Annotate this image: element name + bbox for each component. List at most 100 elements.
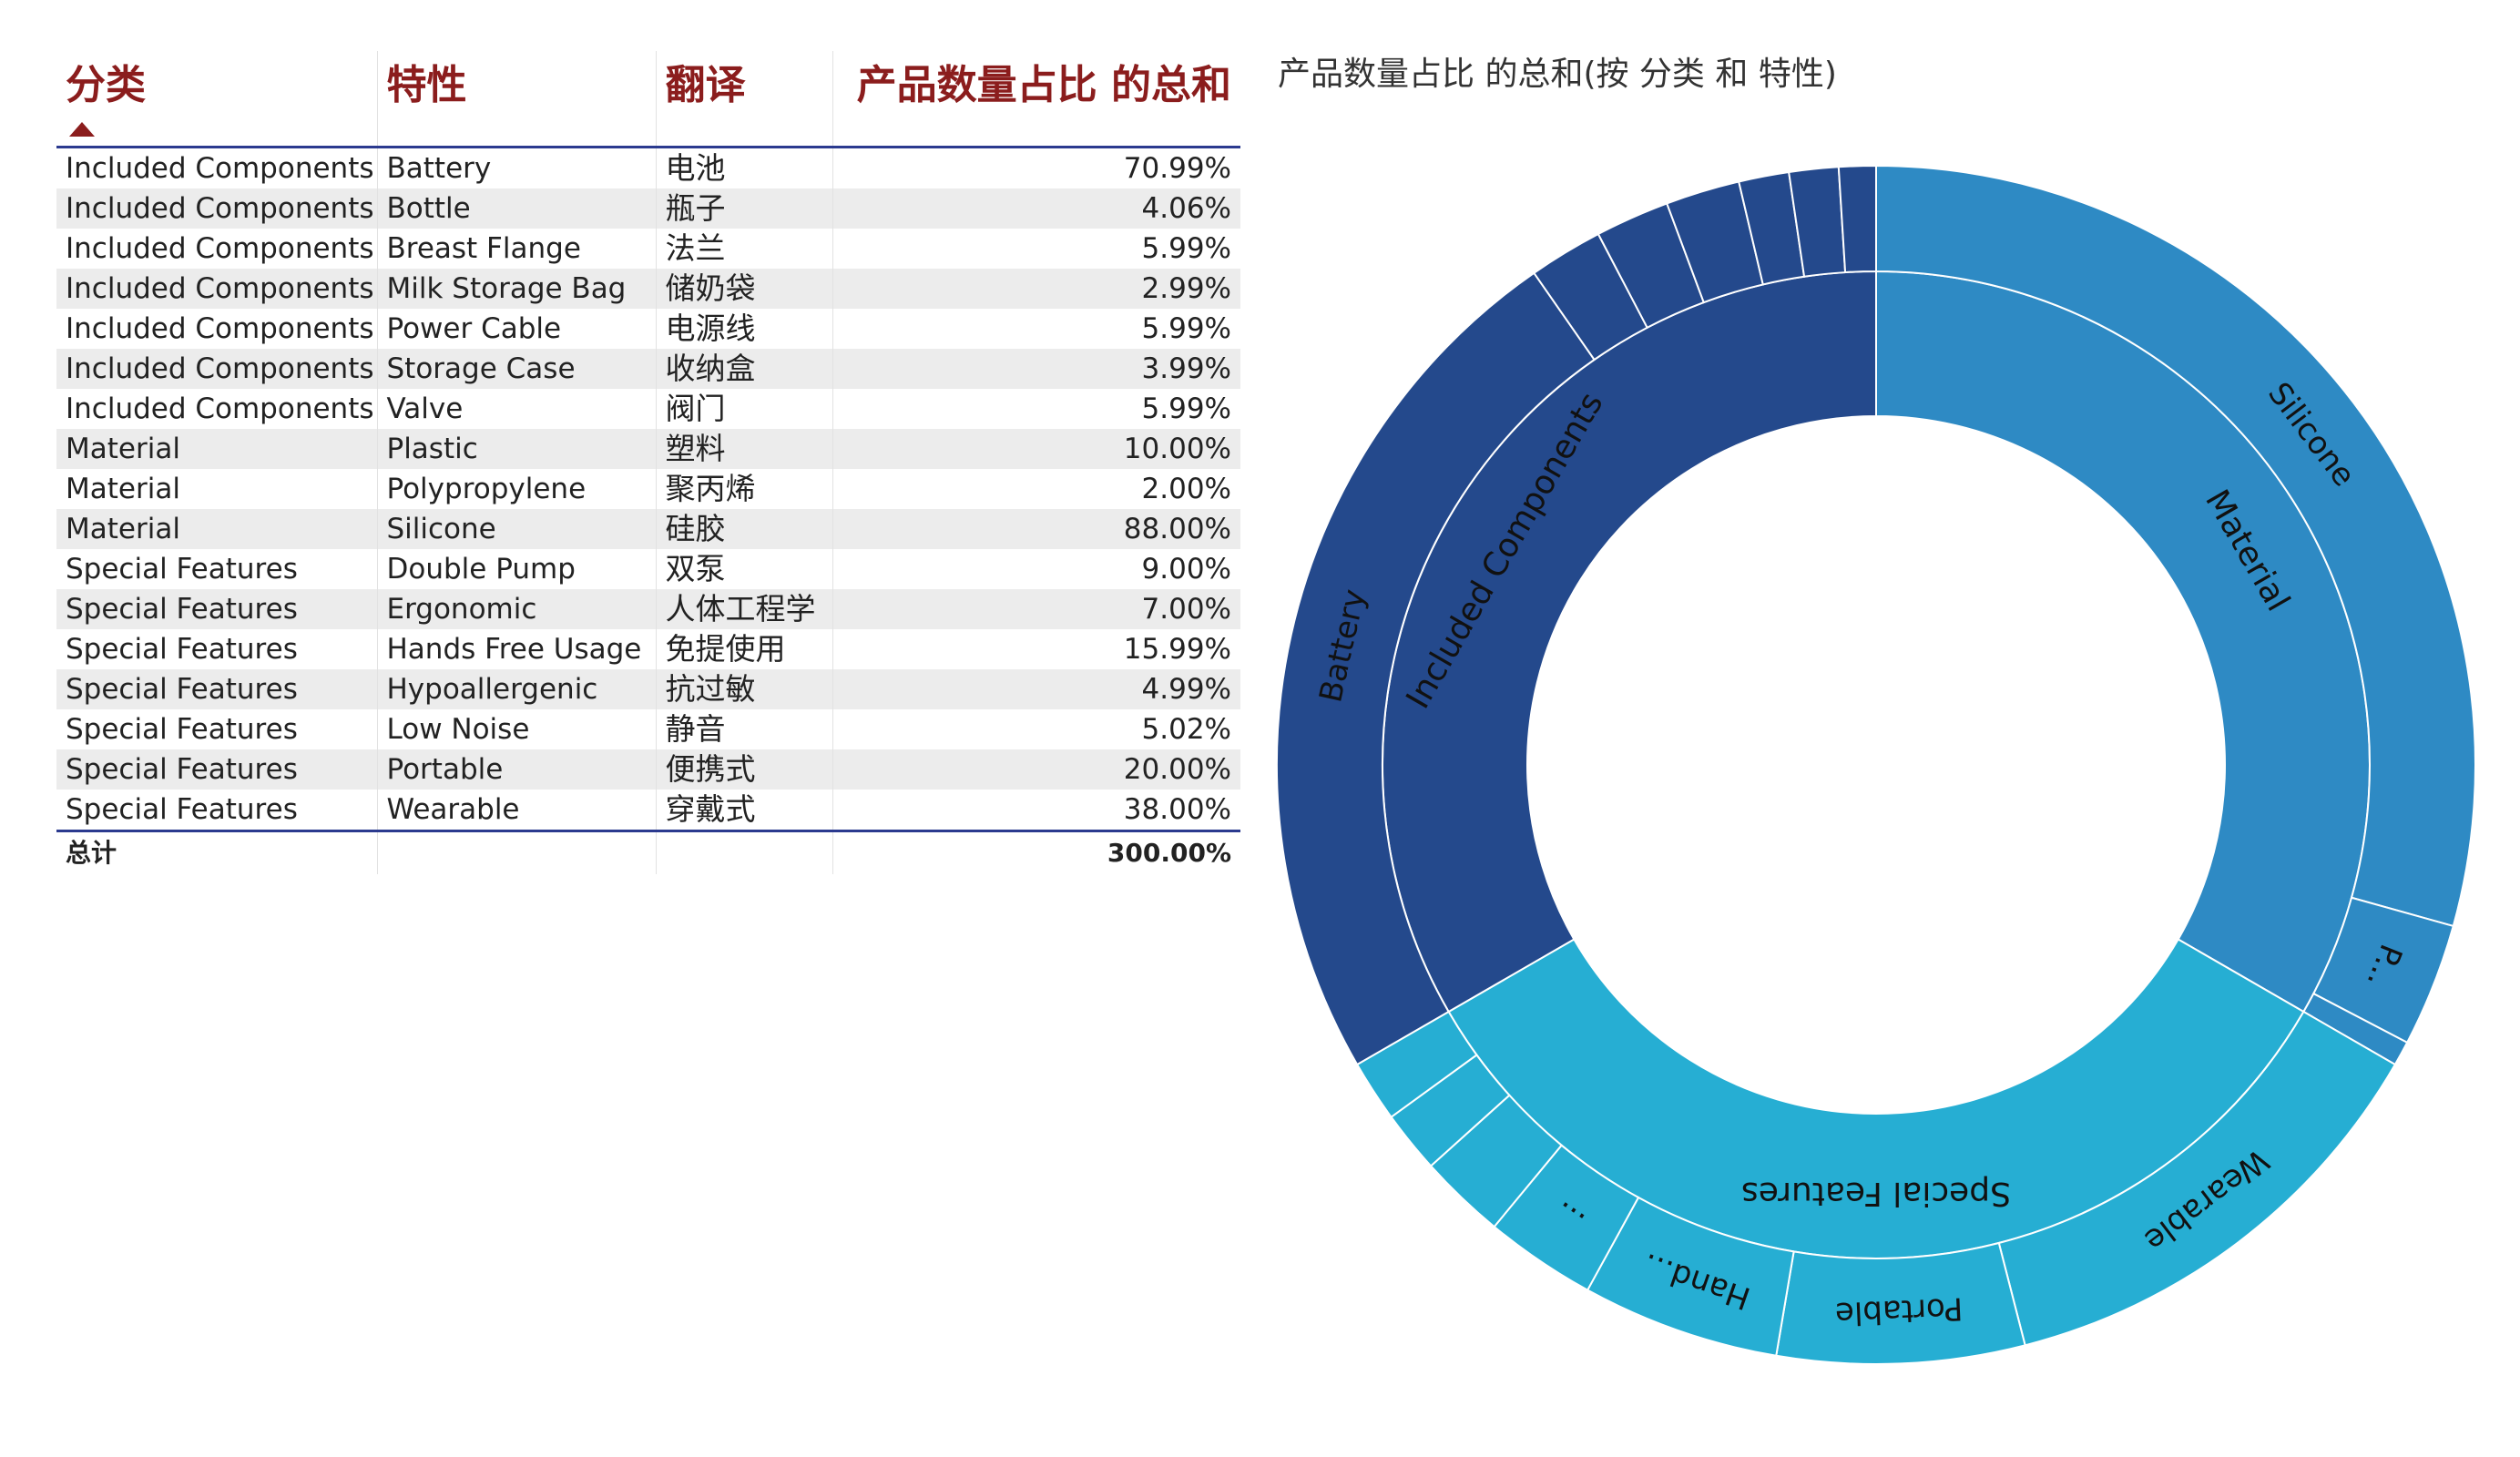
column-header-label: 分类 <box>66 62 146 108</box>
total-value: 300.00% <box>831 830 1240 874</box>
table-row[interactable]: Included Components Storage Case 收纳盒 3.99% <box>56 349 1240 389</box>
table-row[interactable]: Included Components Battery 电池 70.99% <box>56 147 1240 188</box>
cell-category: Special Features <box>56 589 377 629</box>
table-row[interactable]: Material Plastic 塑料 10.00% <box>56 429 1240 469</box>
cell-translation: 收纳盒 <box>655 349 832 389</box>
cell-translation: 储奶袋 <box>655 269 832 309</box>
table-row[interactable]: Included Components Breast Flange 法兰 5.99% <box>56 229 1240 269</box>
table-row[interactable]: Special Features Wearable 穿戴式 38.00% <box>56 790 1240 831</box>
cell-translation: 塑料 <box>655 429 832 469</box>
cell-translation: 便携式 <box>655 749 832 790</box>
cell-translation: 双泵 <box>655 549 832 589</box>
table-row[interactable]: Special Features Double Pump 双泵 9.00% <box>56 549 1240 589</box>
table-row[interactable]: Special Features Hands Free Usage 免提使用 15.9… <box>56 629 1240 669</box>
table-header-row: 分类 特性 翻译 产品数量占比 的总和 <box>56 51 1240 148</box>
cell-feature: Hands Free Usage <box>376 629 656 669</box>
cell-category: Material <box>66 473 180 505</box>
cell-share-sum: 3.99% <box>831 349 1240 389</box>
cell-feature: Portable <box>376 749 656 790</box>
table-row[interactable]: Special Features Low Noise 静音 5.02% <box>56 709 1240 749</box>
cell-feature: Milk Storage Bag <box>376 269 656 309</box>
cell-share-sum: 5.99% <box>831 229 1240 269</box>
outer-segment-milk-storage-bag[interactable] <box>1837 164 1877 274</box>
cell-share-sum: 9.00% <box>831 549 1240 589</box>
cell-feature: Valve <box>376 389 656 429</box>
cell-feature: Bottle <box>376 188 656 229</box>
column-header-category[interactable]: 分类 <box>56 51 377 148</box>
cell-category: Included Components <box>56 188 377 229</box>
cell-translation: 穿戴式 <box>655 790 832 831</box>
cell-category: Included Components <box>56 349 377 389</box>
cell-category: Special Features <box>66 633 298 666</box>
column-header-label: 产品数量占比 的总和 <box>856 62 1231 108</box>
outer-segment-silicone[interactable] <box>1875 164 2476 928</box>
sunburst-center <box>1528 417 2224 1113</box>
table-row[interactable]: Special Features Ergonomic 人体工程学 7.00% <box>56 589 1240 629</box>
total-empty-cell <box>376 830 656 874</box>
table-row[interactable]: Special Features Hypoallergenic 抗过敏 4.99% <box>56 669 1240 709</box>
cell-feature: Storage Case <box>376 349 656 389</box>
table-row[interactable]: Included Components Power Cable 电源线 5.99% <box>56 309 1240 349</box>
table-row[interactable]: Special Features Portable 便携式 20.00% <box>56 749 1240 790</box>
cell-share-sum: 20.00% <box>831 749 1240 790</box>
cell-category: Included Components <box>66 392 374 425</box>
cell-translation: 抗过敏 <box>655 669 832 709</box>
cell-category: Special Features <box>66 553 298 586</box>
table-row[interactable]: Included Components Valve 阀门 5.99% <box>56 389 1240 429</box>
table-row[interactable]: Included Components Milk Storage Bag 储奶袋 2.… <box>56 269 1240 309</box>
cell-share-sum: 38.00% <box>831 790 1240 831</box>
column-header-label: 特性 <box>386 62 467 108</box>
cell-category: Special Features <box>56 669 377 709</box>
cell-translation: 阀门 <box>655 389 832 429</box>
inner-segment-label: Special Features <box>1741 1175 2011 1212</box>
column-header-feature[interactable]: 特性 <box>376 51 656 148</box>
column-header-label: 翻译 <box>665 62 746 108</box>
matrix-table: 分类 特性 翻译 产品数量占比 的总和 Included Components B… <box>56 51 1240 874</box>
cell-feature: Plastic <box>376 429 656 469</box>
cell-feature: Silicone <box>376 509 656 549</box>
chart-title: 产品数量占比 的总和(按 分类 和 特性) <box>1278 56 1837 93</box>
table-row[interactable]: Material Polypropylene 聚丙烯 2.00% <box>56 469 1240 509</box>
cell-feature: Battery <box>376 147 656 188</box>
cell-category: Special Features <box>66 713 298 746</box>
cell-share-sum: 70.99% <box>831 147 1240 188</box>
cell-share-sum: 5.99% <box>831 309 1240 349</box>
column-header-share-sum[interactable]: 产品数量占比 的总和 <box>831 51 1240 148</box>
column-header-translation[interactable]: 翻译 <box>655 51 832 148</box>
total-empty-cell <box>655 830 832 874</box>
table-body: Included Components Battery 电池 70.99% Includ… <box>56 147 1240 831</box>
cell-feature: Double Pump <box>376 549 656 589</box>
matrix-table-panel: 分类 特性 翻译 产品数量占比 的总和 Included Components B… <box>56 51 1240 874</box>
cell-translation: 人体工程学 <box>655 589 832 629</box>
total-row: 总计 300.00% <box>56 830 1240 874</box>
cell-feature: Wearable <box>376 790 656 831</box>
cell-share-sum: 4.06% <box>831 188 1240 229</box>
table-row[interactable]: Included Components Bottle 瓶子 4.06% <box>56 188 1240 229</box>
cell-feature: Polypropylene <box>376 469 656 509</box>
table-row[interactable]: Material Silicone 硅胶 88.00% <box>56 509 1240 549</box>
total-label: 总计 <box>56 830 377 874</box>
cell-translation: 硅胶 <box>655 509 832 549</box>
cell-share-sum: 2.00% <box>831 469 1240 509</box>
outer-segment-label: Portable <box>1834 1290 1964 1332</box>
cell-share-sum: 15.99% <box>831 629 1240 669</box>
cell-share-sum: 7.00% <box>831 589 1240 629</box>
cell-translation: 法兰 <box>655 229 832 269</box>
cell-share-sum: 10.00% <box>831 429 1240 469</box>
cell-share-sum: 4.99% <box>831 669 1240 709</box>
cell-share-sum: 2.99% <box>831 269 1240 309</box>
sort-ascending-icon[interactable] <box>69 122 95 137</box>
cell-translation: 免提使用 <box>655 629 832 669</box>
cell-category: Special Features <box>56 749 377 790</box>
cell-feature: Low Noise <box>376 709 656 749</box>
cell-category: Included Components <box>66 152 374 185</box>
cell-share-sum: 5.02% <box>831 709 1240 749</box>
cell-category: Special Features <box>66 793 298 826</box>
cell-feature: Breast Flange <box>376 229 656 269</box>
cell-share-sum: 88.00% <box>831 509 1240 549</box>
cell-translation: 瓶子 <box>655 188 832 229</box>
cell-feature: Power Cable <box>376 309 656 349</box>
cell-translation: 聚丙烯 <box>655 469 832 509</box>
cell-category: Included Components <box>66 232 374 265</box>
